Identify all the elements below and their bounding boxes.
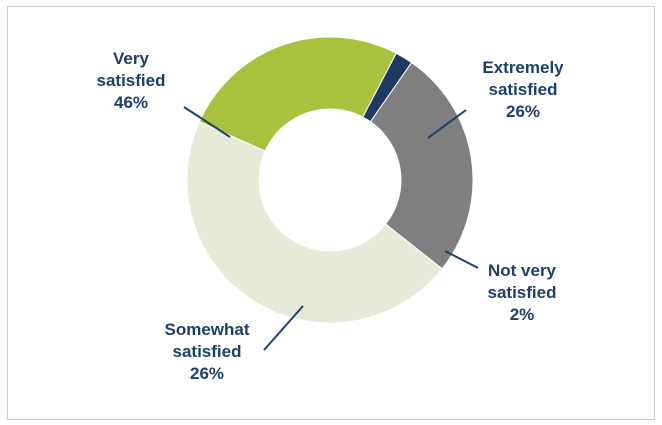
slice-percent: 26% xyxy=(506,102,540,121)
slice-percent: 2% xyxy=(510,305,535,324)
leader-lines xyxy=(183,106,479,351)
leader-line xyxy=(263,305,304,351)
donut-slice-extremely-satisfied xyxy=(198,36,397,152)
slice-label: Not very satisfied 2% xyxy=(488,261,557,324)
slice-percent: 26% xyxy=(190,364,224,383)
donut-slice-somewhat-satisfied xyxy=(369,61,474,270)
slice-label-line: Very xyxy=(113,49,149,68)
slice-label: Extremely satisfied 26% xyxy=(482,58,564,121)
slice-label-line: Extremely xyxy=(482,58,564,77)
slice-label: Somewhat satisfied 26% xyxy=(164,320,249,383)
leader-line xyxy=(444,250,479,269)
slice-labels: Extremely satisfied 26% Not very satisfied 2%… xyxy=(97,49,565,383)
slice-percent: 46% xyxy=(114,93,148,112)
leader-line xyxy=(427,109,467,139)
donut-slices xyxy=(186,36,474,324)
slice-label-line: Not very xyxy=(488,261,557,280)
leader-line xyxy=(183,106,231,138)
slice-label: Very satisfied 46% xyxy=(97,49,166,112)
slice-label-line: satisfied xyxy=(173,342,242,361)
donut-slice-very-satisfied xyxy=(186,121,443,324)
slice-label-line: satisfied xyxy=(489,80,558,99)
slice-label-line: Somewhat xyxy=(164,320,249,339)
slice-label-line: satisfied xyxy=(97,71,166,90)
slice-label-line: satisfied xyxy=(488,283,557,302)
